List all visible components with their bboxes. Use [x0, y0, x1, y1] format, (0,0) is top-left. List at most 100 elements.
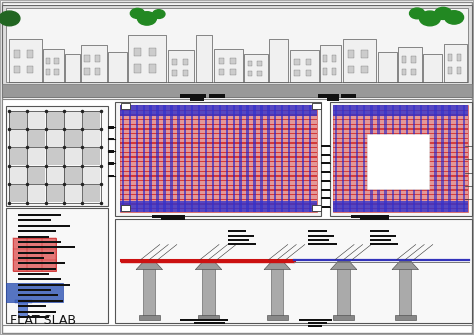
Bar — [18, 252, 54, 254]
Bar — [384, 105, 387, 212]
Bar — [120, 185, 317, 186]
Bar — [46, 148, 64, 165]
Bar — [64, 166, 82, 184]
Bar — [333, 110, 468, 111]
Bar — [9, 185, 27, 202]
Bar — [55, 69, 59, 75]
Bar — [95, 68, 100, 75]
Bar — [321, 162, 330, 164]
Bar — [136, 105, 138, 212]
Bar — [351, 215, 389, 218]
Bar — [333, 185, 468, 186]
Bar — [246, 105, 249, 212]
Bar — [46, 69, 50, 75]
Bar — [134, 64, 141, 73]
Bar — [333, 119, 468, 120]
Bar — [321, 145, 330, 147]
Bar — [115, 102, 321, 216]
Bar — [95, 55, 100, 62]
Bar — [18, 273, 49, 275]
Circle shape — [153, 10, 165, 18]
Bar — [18, 257, 44, 259]
Bar — [9, 129, 27, 147]
Bar — [395, 315, 416, 320]
Bar — [18, 278, 61, 280]
Bar — [46, 111, 64, 129]
Bar — [411, 56, 416, 63]
Bar — [64, 185, 82, 202]
Bar — [120, 124, 317, 125]
Bar — [64, 148, 82, 165]
Bar — [108, 126, 114, 129]
Bar — [134, 48, 141, 56]
Bar — [2, 84, 472, 97]
Bar — [448, 105, 451, 212]
Bar — [244, 54, 268, 82]
Bar — [120, 128, 317, 130]
Bar — [434, 105, 437, 212]
Bar — [333, 105, 468, 212]
Bar — [370, 243, 398, 245]
Bar — [228, 243, 256, 245]
Bar — [321, 171, 330, 173]
Bar — [172, 59, 177, 65]
Bar — [370, 234, 396, 237]
Bar — [333, 175, 468, 177]
Polygon shape — [330, 262, 357, 270]
Bar — [333, 203, 468, 205]
Bar — [342, 105, 344, 212]
Bar — [321, 206, 330, 208]
Bar — [55, 58, 59, 64]
Bar — [120, 105, 317, 212]
Bar — [120, 119, 317, 120]
Bar — [330, 102, 472, 216]
Bar — [9, 111, 27, 129]
Bar — [18, 294, 58, 296]
Bar — [121, 103, 130, 109]
Bar — [18, 268, 56, 270]
Bar — [156, 105, 159, 212]
Bar — [377, 105, 380, 212]
Bar — [212, 105, 214, 212]
Bar — [333, 315, 354, 320]
Bar — [333, 142, 468, 144]
Bar — [333, 138, 468, 139]
Bar — [308, 230, 327, 232]
Bar — [6, 106, 108, 206]
Bar — [152, 215, 185, 218]
Bar — [190, 98, 204, 101]
Bar — [13, 50, 20, 58]
Bar — [198, 315, 219, 320]
Bar — [370, 239, 391, 241]
Bar — [333, 133, 468, 134]
Bar — [253, 105, 255, 212]
Bar — [143, 105, 145, 212]
Bar — [149, 105, 152, 212]
Bar — [309, 105, 311, 212]
Bar — [18, 305, 46, 307]
Bar — [267, 315, 288, 320]
Bar — [401, 56, 406, 63]
Bar — [122, 105, 124, 212]
Text: FLAT SLAB: FLAT SLAB — [10, 314, 76, 327]
Bar — [214, 49, 243, 82]
Bar — [413, 105, 415, 212]
Bar — [149, 64, 156, 73]
Bar — [337, 261, 350, 317]
Bar — [456, 67, 461, 74]
Bar — [427, 105, 429, 212]
Bar — [120, 161, 317, 162]
Bar — [18, 246, 75, 248]
Bar — [228, 234, 254, 237]
Bar — [108, 138, 114, 140]
Polygon shape — [195, 262, 222, 270]
Bar — [333, 156, 468, 158]
Bar — [401, 69, 406, 75]
Bar — [370, 105, 373, 212]
Bar — [120, 199, 317, 200]
Bar — [108, 52, 127, 82]
Bar — [239, 105, 242, 212]
Bar — [198, 105, 201, 212]
Bar — [13, 238, 56, 271]
Bar — [423, 54, 442, 82]
